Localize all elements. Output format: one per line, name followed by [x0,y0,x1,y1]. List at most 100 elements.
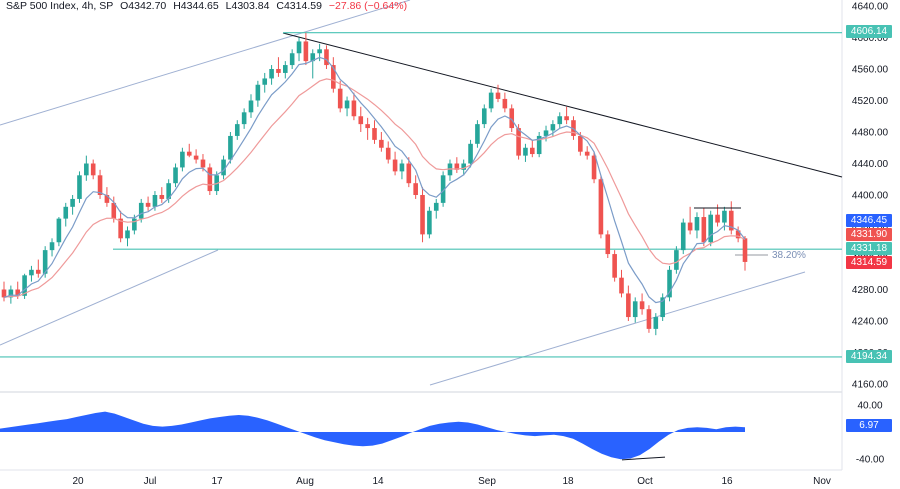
candle-body [97,175,103,195]
candle-body [488,92,494,109]
fast-moving-average-line [3,56,746,304]
time-axis-label: Jul [144,476,157,487]
candle-body [392,159,398,172]
candle-body [63,206,69,219]
oscillator-area [0,411,745,460]
ohlc-change: −27.86 (−0.64%) [328,0,408,12]
time-axis-label: Sep [478,476,496,487]
candle-body [639,301,645,310]
candle-body [22,275,27,296]
candle-body [337,88,343,109]
candle-body [516,128,521,156]
candle-body [180,151,185,168]
price-axis-label: 4280.00 [852,285,889,296]
candle-body [578,135,583,152]
ema-slow-tag: 4331.90 [846,228,892,241]
price-axis-label: 4160.00 [852,380,889,391]
candle-body [502,98,508,109]
last-price-tag: 4314.59 [846,256,892,269]
time-axis-label: Oct [637,476,653,487]
candle-body [461,163,466,170]
candle-body [56,218,62,243]
time-axis-label: 16 [721,476,733,487]
candle-body [173,167,178,184]
candle-body [674,250,679,270]
channel-upper-line [0,0,411,126]
candle-body [324,49,329,66]
candle-body [289,53,295,66]
candle-body [255,84,261,101]
candle-body [49,242,55,251]
candle-body [468,143,473,164]
candle-body [687,222,693,231]
candle-body [296,41,302,54]
candle-body [735,230,741,239]
price-axis-label: 4640.00 [852,2,889,13]
candle-body [420,195,425,235]
candle-body [365,124,370,129]
candle-body [557,116,563,125]
candle-body [619,277,624,294]
candle-body [433,202,439,211]
candle-body [598,179,604,235]
candle-body [653,317,659,329]
price-axis-label: 4520.00 [852,96,889,107]
candle-body [667,269,672,298]
candle-body [530,147,535,155]
candle-body [310,53,316,62]
candle-body [193,155,199,160]
candle-body [399,163,405,172]
channel-lower-left-line [0,249,219,346]
candle-body [111,202,117,219]
oscillator-axis-label: -40.00 [856,455,885,466]
candle-body [145,202,151,207]
candle-body [344,100,350,109]
candle-body [84,163,89,176]
level-high-tag: 4606.14 [846,25,892,38]
candle-body [207,167,213,192]
candle-body [728,210,734,231]
candle-body [132,218,137,231]
candle-body [186,151,192,156]
divergence-line [621,456,666,461]
price-axis-label: 4440.00 [852,159,889,170]
price-axis-label: 4400.00 [852,191,889,202]
candle-body [331,65,336,89]
price-axis-label: 4600.00 [852,33,889,44]
oscillator-axis-label: 40.00 [857,400,882,411]
channel-lower-right-line [429,271,806,386]
time-axis-label: 20 [72,476,84,487]
time-axis-label: 17 [211,476,223,487]
candle-body [36,269,41,274]
ohlc-high: H4344.65 [173,0,219,12]
candle-body [159,195,165,199]
candle-body [138,202,144,219]
candle-body [276,69,281,73]
candle-body [742,238,748,262]
price-axis-label: 4560.00 [852,65,889,76]
candle-body [660,297,665,318]
candle-body [90,163,96,176]
candle-body [454,163,460,170]
candle-body [125,230,130,239]
fib-label: 38.20% [772,250,806,261]
candle-body [228,135,233,160]
candle-body [29,269,34,276]
candle-body [550,124,556,131]
candle-body [605,234,611,255]
osc-last-tag: 6.97 [846,419,892,432]
ohlc-low: L4303.84 [225,0,270,12]
candle-body [166,183,171,199]
ohlc-close: C4314.59 [276,0,322,12]
ohlc-open: O4342.70 [120,0,167,12]
candle-body [351,100,357,117]
candle-body [317,49,322,54]
time-axis-label: 14 [372,476,384,487]
candle-body [523,147,528,156]
candle-body [475,124,480,144]
candle-body [70,198,75,207]
candle-body [200,159,206,168]
candle-body [722,210,727,223]
candle-body [543,130,549,136]
